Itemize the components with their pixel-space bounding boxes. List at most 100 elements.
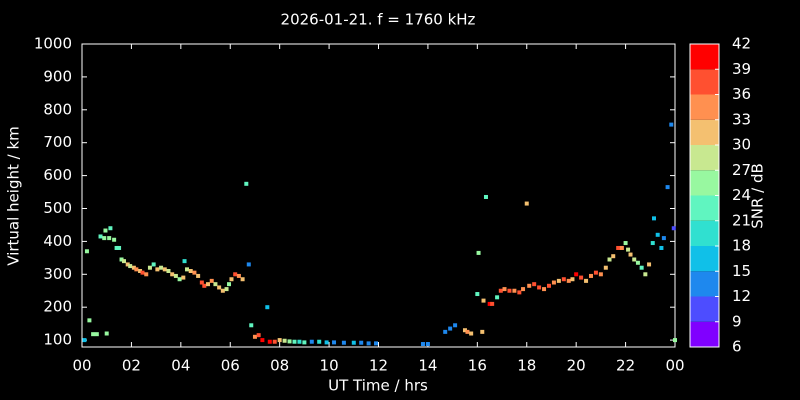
echo-point	[107, 236, 112, 241]
echo-point	[217, 285, 222, 290]
y-tick-label: 800	[43, 100, 72, 118]
colorbar-segment	[690, 145, 719, 171]
echo-point	[196, 273, 201, 278]
echo-point	[147, 265, 152, 270]
echo-point	[98, 234, 103, 239]
echo-point	[650, 241, 655, 246]
echo-point	[309, 339, 314, 344]
echo-point	[420, 342, 425, 347]
x-tick-label: 08	[270, 357, 289, 375]
echo-point	[588, 273, 593, 278]
echo-point	[551, 280, 556, 285]
echo-point	[177, 277, 182, 282]
x-tick-label: 04	[171, 357, 190, 375]
echo-point	[665, 185, 670, 190]
y-tick-label: 400	[43, 232, 72, 250]
colorbar-segment	[690, 220, 719, 246]
echo-point	[659, 245, 664, 250]
echo-point	[542, 287, 547, 292]
echo-point	[453, 323, 458, 328]
echo-point	[102, 236, 107, 241]
echo-point	[292, 339, 297, 344]
echo-point	[598, 272, 603, 277]
echo-point	[112, 237, 117, 242]
echo-point	[224, 287, 229, 292]
colorbar-segment	[690, 119, 719, 145]
y-tick-label: 500	[43, 199, 72, 217]
echo-point	[639, 265, 644, 270]
colorbar-segment	[690, 296, 719, 322]
echo-point	[425, 342, 430, 347]
echo-point	[448, 326, 453, 331]
echo-point	[240, 277, 245, 282]
echo-point	[498, 288, 503, 293]
echo-point	[166, 269, 171, 274]
echo-point	[570, 277, 575, 282]
echo-point	[125, 262, 130, 267]
y-tick-label: 300	[43, 265, 72, 283]
x-tick-label: 20	[567, 357, 586, 375]
echo-point	[94, 332, 99, 337]
echo-point	[84, 249, 89, 254]
echo-point	[265, 305, 270, 310]
echo-point	[556, 278, 561, 283]
colorbar-tick-label: 30	[732, 136, 751, 154]
echo-point	[626, 247, 631, 252]
colorbar-tick-label: 33	[732, 110, 751, 128]
colorbar-segment	[690, 246, 719, 272]
echo-point	[114, 245, 119, 250]
echo-point	[324, 340, 329, 345]
colorbar-tick-label: 42	[732, 35, 751, 53]
echo-point	[469, 331, 474, 336]
echo-point	[104, 331, 109, 336]
x-tick-label: 22	[616, 357, 635, 375]
colorbar-segment	[690, 94, 719, 120]
echo-point	[91, 332, 96, 337]
echo-point	[87, 318, 92, 323]
echo-point	[272, 339, 277, 344]
x-tick-label: 06	[221, 357, 240, 375]
echo-point	[332, 340, 337, 345]
x-tick-label: 18	[517, 357, 536, 375]
echo-point	[465, 329, 470, 334]
echo-point	[117, 245, 122, 250]
echo-point	[635, 260, 640, 265]
x-tick-label: 02	[122, 357, 141, 375]
echo-point	[487, 301, 492, 306]
colorbar-segment	[690, 44, 719, 70]
echo-point	[206, 282, 211, 287]
echo-point	[462, 328, 467, 333]
colorbar-tick-label: 24	[732, 186, 751, 204]
echo-point	[527, 283, 532, 288]
y-tick-label: 200	[43, 298, 72, 316]
echo-point	[246, 262, 251, 267]
y-tick-label: 600	[43, 166, 72, 184]
echo-point	[131, 265, 136, 270]
colorbar-segment	[690, 195, 719, 221]
colorbar-tick-label: 39	[732, 60, 751, 78]
colorbar-tick-label: 18	[732, 237, 751, 255]
x-tick-label: 10	[320, 357, 339, 375]
colorbar-tick-label: 12	[732, 287, 751, 305]
echo-point	[213, 282, 218, 287]
colorbar-tick-label: 21	[732, 211, 751, 229]
y-tick-label: 700	[43, 133, 72, 151]
colorbar-segment	[690, 170, 719, 196]
echo-point	[277, 338, 282, 343]
echo-point	[579, 275, 584, 280]
echo-point	[260, 338, 265, 343]
echo-point	[359, 340, 364, 345]
echo-point	[521, 287, 526, 292]
colorbar-tick-label: 36	[732, 85, 751, 103]
echo-point	[483, 194, 488, 199]
x-tick-label: 14	[418, 357, 437, 375]
colorbar-label: SNR / dB	[749, 163, 767, 229]
echo-point	[671, 226, 676, 231]
echo-point	[517, 290, 522, 295]
echo-point	[108, 226, 113, 231]
echo-point	[287, 339, 292, 344]
echo-point	[199, 280, 204, 285]
echo-point	[628, 252, 633, 257]
